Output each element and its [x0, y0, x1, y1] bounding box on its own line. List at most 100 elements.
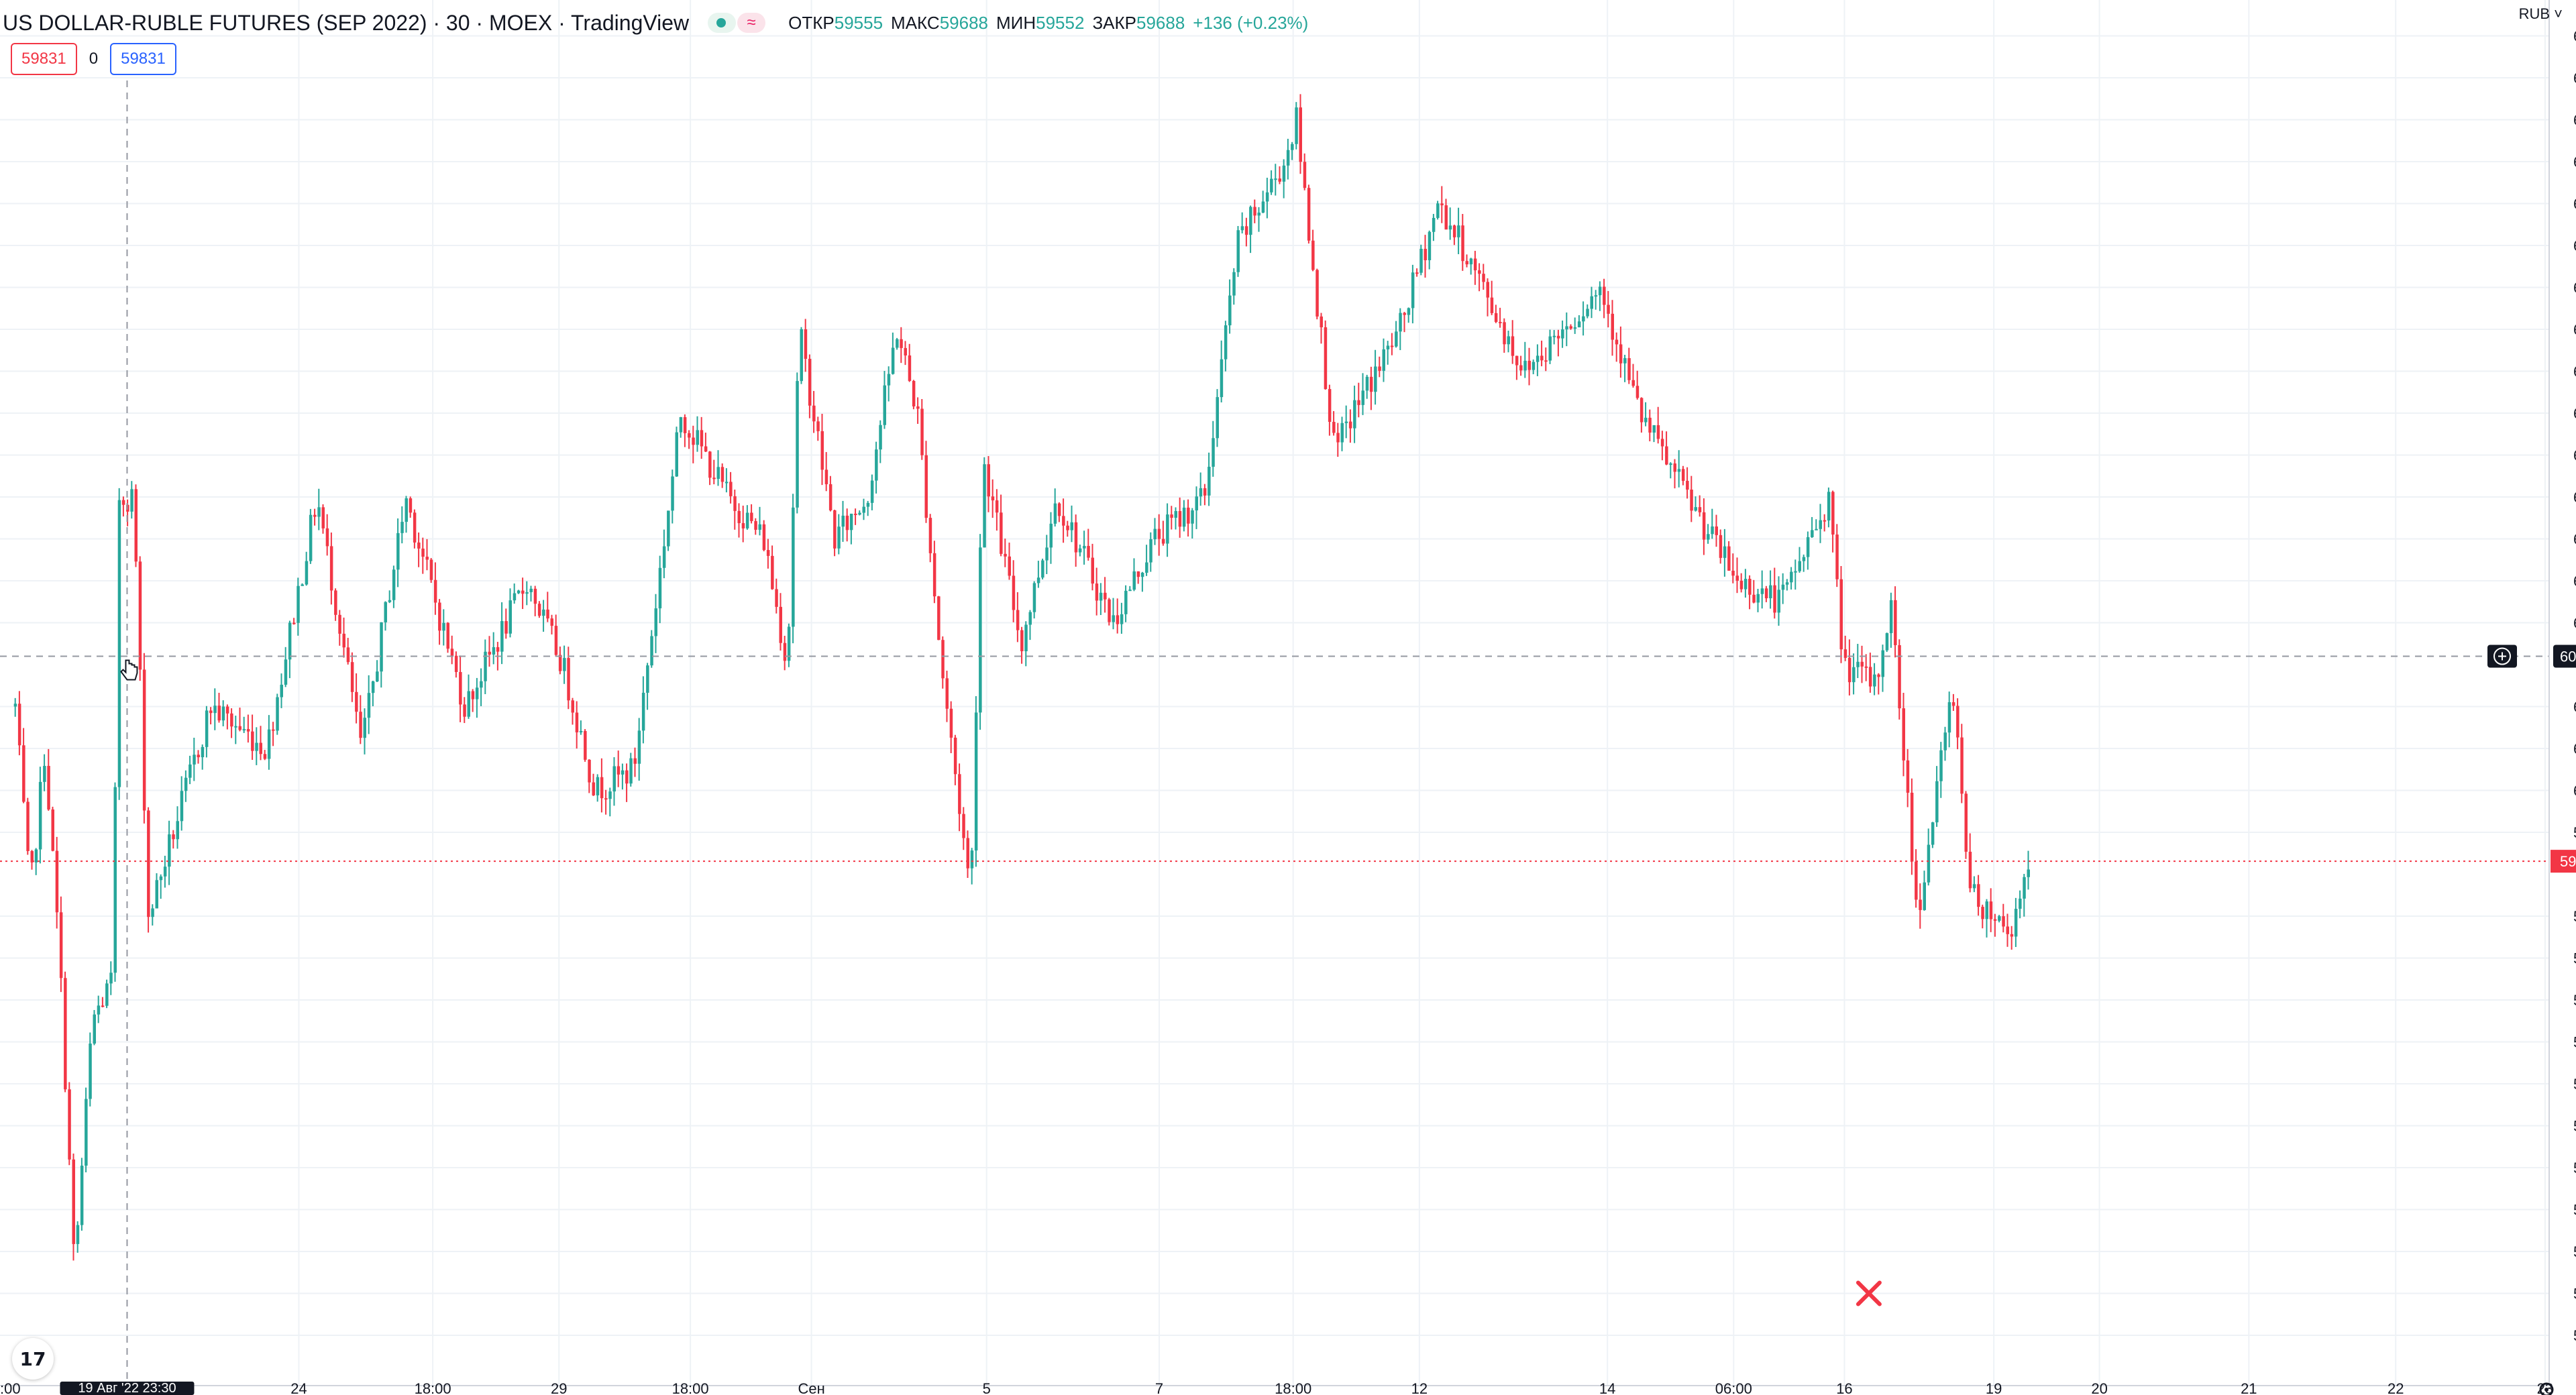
buy-button[interactable]: 59831: [110, 43, 176, 75]
candle-body: [1378, 366, 1381, 371]
candle-body: [350, 662, 354, 692]
candle-body: [592, 782, 595, 795]
candle-body: [1057, 503, 1061, 516]
candle-body: [891, 347, 895, 374]
candle-body: [1062, 516, 1065, 526]
candle-body: [1894, 600, 1897, 645]
candle-body: [471, 691, 475, 700]
candle-body: [433, 579, 437, 603]
candle-body: [230, 713, 233, 727]
candle-body: [879, 425, 882, 450]
data-status-icon[interactable]: ≈: [737, 13, 766, 33]
candle-body: [1328, 389, 1332, 423]
candle-body: [2002, 916, 2005, 927]
candle-body: [267, 729, 271, 759]
symbol-title[interactable]: US DOLLAR-RUBLE FUTURES (SEP 2022) · 30 …: [3, 10, 690, 35]
time-tick-label: 06:00: [1715, 1380, 1752, 1395]
price-scale[interactable]: 61800 61700 61600 61500 61400 61300 61200 61100…: [2487, 0, 2576, 1386]
candle-body: [1690, 490, 1693, 511]
candle-body: [1777, 590, 1780, 613]
candle-body: [1985, 901, 1988, 919]
candle-body: [1332, 422, 1336, 433]
candle-body: [1615, 339, 1619, 345]
candle-body: [1291, 144, 1294, 150]
candle-body: [1000, 512, 1003, 554]
candle-body: [2014, 909, 2018, 937]
candle-body: [621, 770, 625, 775]
candle-body: [945, 678, 949, 709]
price-tick-label: 61600: [2573, 112, 2576, 129]
candle-body: [1590, 296, 1593, 309]
candle-body: [671, 476, 674, 511]
candle-body: [488, 651, 491, 655]
candle-body: [820, 431, 824, 470]
candle-body: [276, 697, 279, 731]
close-x-icon[interactable]: [1856, 1280, 1882, 1306]
candle-body: [1278, 178, 1281, 182]
candle-body: [55, 850, 59, 913]
candle-body: [779, 606, 782, 643]
candle-body: [1819, 520, 1822, 529]
candle-body: [113, 787, 117, 973]
candle-body: [1357, 400, 1360, 405]
candle-body: [1286, 150, 1290, 166]
gear-icon[interactable]: [2539, 1382, 2554, 1395]
candle-body: [841, 515, 845, 527]
candle-body: [313, 514, 317, 517]
sell-button[interactable]: 59831: [11, 43, 77, 75]
candle-body: [184, 777, 188, 791]
candle-body: [1299, 107, 1302, 162]
candle-body: [646, 665, 649, 693]
candle-body: [26, 801, 30, 851]
candle-body: [724, 482, 729, 484]
candle-body: [342, 633, 345, 648]
plus-circle-icon[interactable]: [2487, 645, 2517, 668]
price-tick-label: 60600: [2573, 531, 2576, 548]
candle-body: [1494, 313, 1498, 323]
candle-body: [17, 704, 21, 746]
candle-body: [1739, 580, 1743, 590]
candle-body: [1902, 708, 1905, 761]
candle-body: [845, 515, 849, 531]
candle-body: [1960, 737, 1964, 794]
open-value: 59555: [834, 12, 883, 33]
candle-body: [492, 647, 496, 655]
crosshair-time-badge: [60, 1382, 195, 1395]
candle-body: [1631, 380, 1635, 386]
candle-body: [600, 777, 604, 799]
candle-body: [1482, 274, 1485, 282]
candle-body: [608, 791, 612, 799]
candle-body: [1108, 599, 1111, 622]
currency-selector[interactable]: RUB ˅: [2518, 5, 2563, 22]
candle-body: [650, 636, 653, 666]
candle-body: [1586, 309, 1589, 317]
candle-body: [1943, 732, 1947, 750]
candle-body: [1968, 851, 1972, 889]
candle-body: [571, 700, 574, 713]
candle-body: [329, 546, 333, 591]
candle-body: [1120, 614, 1124, 624]
candle-body: [400, 522, 404, 533]
candle-body: [197, 755, 200, 758]
candle-body: [68, 1089, 71, 1160]
market-status-icon[interactable]: [708, 13, 737, 33]
candle-body: [2010, 934, 2014, 937]
candle-body: [1665, 446, 1668, 465]
tradingview-logo-icon[interactable]: 17: [12, 1338, 54, 1380]
candle-body: [1436, 203, 1440, 218]
candle-body: [238, 726, 241, 730]
candle-body: [1411, 272, 1415, 309]
candle-body: [1448, 225, 1452, 230]
price-tick-label: 61000: [2573, 364, 2576, 380]
candle-body: [301, 584, 304, 586]
candle-body: [421, 548, 425, 557]
crosshair-price-badge: [2553, 645, 2576, 668]
price-tick-label: 59700: [2573, 908, 2576, 925]
candle-body: [1452, 225, 1456, 237]
candle-body: [1794, 571, 1797, 573]
price-tick-label: 59200: [2573, 1118, 2576, 1135]
time-scale[interactable]: :00 24 18:00 29 18:00 Сен 5 7 18:00 12 14 06:00 16 19…: [0, 1380, 2576, 1395]
candle-body: [962, 814, 965, 838]
candle-body: [1399, 313, 1402, 332]
